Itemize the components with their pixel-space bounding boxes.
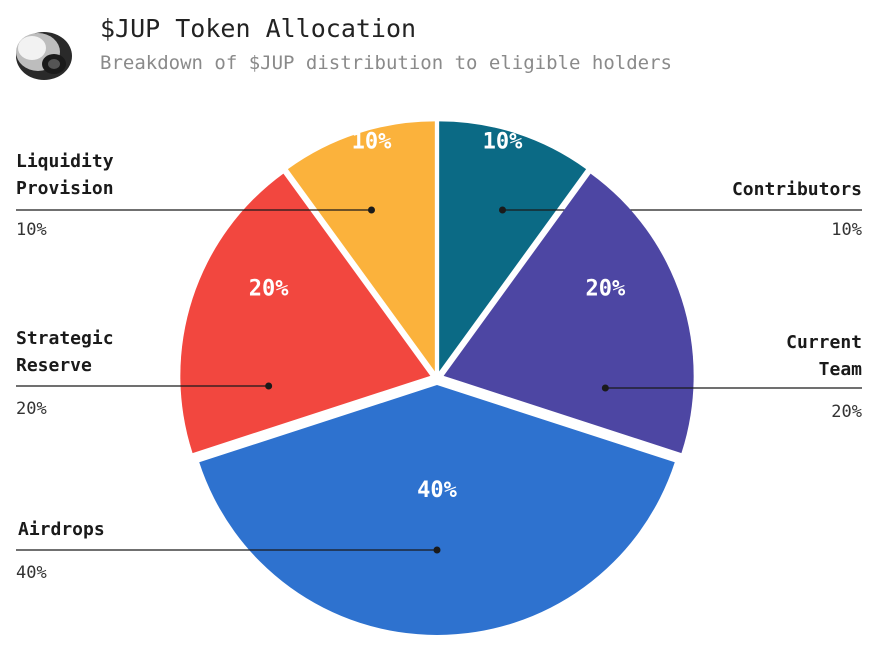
legend-label-current-team: Current Team: [786, 332, 862, 380]
legend-label-airdrops: Airdrops: [18, 519, 105, 540]
chart-title: $JUP Token Allocation: [100, 14, 417, 43]
legend-label-strategic-reserve: Strategic Reserve: [16, 328, 114, 376]
legend-value-airdrops: 40%: [16, 563, 47, 583]
leader-dot-current-team: [601, 384, 609, 392]
slice-value-label-strategic-reserve: 20%: [249, 276, 289, 301]
pie-slice-current-team: [443, 173, 694, 454]
pie-slice-airdrops: [199, 385, 675, 635]
leader-dot-airdrops: [433, 546, 441, 554]
slice-value-label-current-team: 20%: [585, 276, 625, 301]
legend-value-contributors: 10%: [831, 220, 862, 240]
chart-subtitle: Breakdown of $JUP distribution to eligib…: [100, 52, 672, 74]
slice-value-label-airdrops: 40%: [417, 478, 457, 503]
pie-slice-strategic-reserve: [180, 173, 431, 454]
leader-dot-strategic-reserve: [265, 382, 273, 390]
legend-value-liquidity-provision: 10%: [16, 220, 47, 240]
shell-logo-icon: [16, 32, 72, 80]
legend-label-contributors: Contributors: [731, 179, 862, 200]
pie-slice-liquidity-provision: [287, 121, 435, 372]
legend-value-strategic-reserve: 20%: [16, 399, 47, 419]
slice-value-label-contributors: 10%: [483, 129, 523, 154]
leader-dot-contributors: [499, 206, 507, 214]
legend-value-current-team: 20%: [831, 402, 862, 422]
legend-label-liquidity-provision: Liquidity Provision: [16, 151, 114, 199]
leader-dot-liquidity-provision: [367, 206, 375, 214]
slice-value-label-liquidity-provision: 10%: [352, 129, 392, 154]
pie-slice-contributors: [439, 121, 587, 372]
